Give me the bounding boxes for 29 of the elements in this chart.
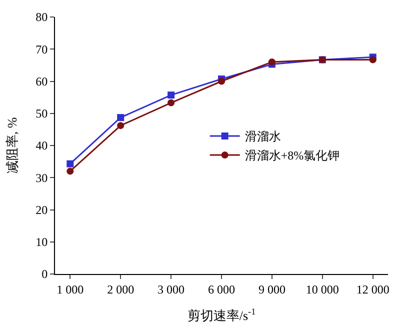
- point: [218, 78, 225, 85]
- x-tick-label: 12 000: [356, 282, 390, 296]
- y-tick-label: 40: [36, 138, 48, 153]
- point: [117, 114, 124, 122]
- point: [168, 92, 175, 99]
- y-tick-label: 50: [36, 106, 48, 121]
- y-tick-label: 30: [36, 170, 48, 185]
- x-tick-label: 2 000: [107, 282, 134, 296]
- x-tick-label: 9 000: [258, 282, 286, 296]
- x-tick-label: 3 000: [158, 282, 185, 296]
- y-tick-label: 70: [36, 42, 48, 56]
- x-axis-title: 剪切速率/s$^{-1}$: [187, 306, 256, 323]
- x-tick-label: 6 000: [208, 282, 235, 296]
- y-tick-label: 80: [36, 10, 48, 24]
- point: [117, 122, 124, 130]
- y-axis-title: 减阻率, %: [4, 117, 20, 174]
- point: [66, 160, 74, 168]
- y-tick-label: 60: [36, 74, 48, 88]
- y-tick-label: 10: [36, 235, 48, 250]
- point: [268, 58, 276, 66]
- point: [369, 56, 376, 64]
- point: [168, 99, 175, 106]
- y-tick-label: 20: [36, 202, 48, 217]
- y-tick-label: 0: [42, 267, 48, 282]
- x-tick-label: 1 000: [56, 282, 84, 296]
- legend-label: 滑溜水+8%氯化钾: [244, 148, 340, 163]
- x-tick-label: 10 000: [306, 282, 339, 296]
- legend-label: 滑溜水: [244, 130, 281, 144]
- point: [66, 168, 74, 175]
